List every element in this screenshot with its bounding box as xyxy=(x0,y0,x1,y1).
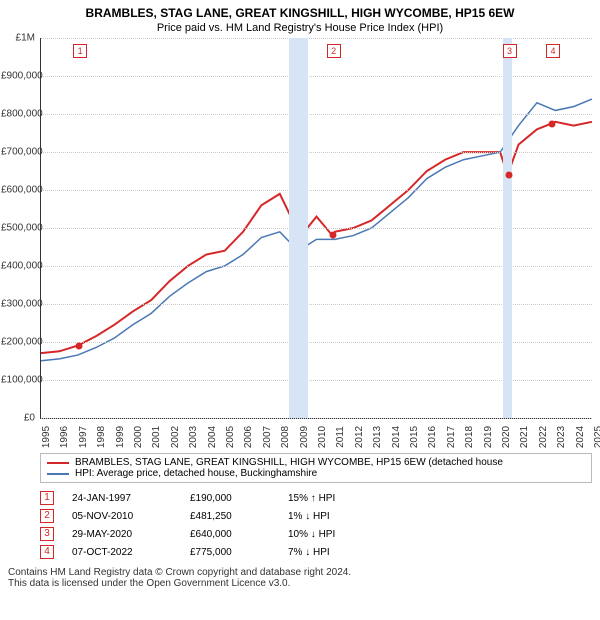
transaction-delta: 15% ↑ HPI xyxy=(288,493,408,504)
x-tick-label: 2008 xyxy=(280,426,291,448)
footer-line: Contains HM Land Registry data © Crown c… xyxy=(8,567,592,578)
x-tick-label: 2023 xyxy=(556,426,567,448)
x-tick-label: 2025 xyxy=(593,426,600,448)
legend-swatch xyxy=(47,473,69,475)
transaction-number: 2 xyxy=(40,509,54,523)
x-tick-label: 2001 xyxy=(151,426,162,448)
transaction-price: £481,250 xyxy=(190,511,270,522)
x-tick-label: 2017 xyxy=(446,426,457,448)
transaction-number: 1 xyxy=(40,491,54,505)
x-tick-label: 1997 xyxy=(78,426,89,448)
legend-item: BRAMBLES, STAG LANE, GREAT KINGSHILL, HI… xyxy=(47,457,585,468)
footer-attribution: Contains HM Land Registry data © Crown c… xyxy=(8,567,592,589)
y-tick-label: £700,000 xyxy=(1,147,35,158)
chart-title-1: BRAMBLES, STAG LANE, GREAT KINGSHILL, HI… xyxy=(8,6,592,20)
x-tick-label: 2019 xyxy=(483,426,494,448)
transaction-date: 29-MAY-2020 xyxy=(72,529,172,540)
table-row: 2 05-NOV-2010 £481,250 1% ↓ HPI xyxy=(40,507,592,525)
transactions-table: 1 24-JAN-1997 £190,000 15% ↑ HPI 2 05-NOV-201… xyxy=(40,489,592,561)
x-tick-label: 2006 xyxy=(243,426,254,448)
y-tick-label: £500,000 xyxy=(1,223,35,234)
x-tick-label: 2016 xyxy=(427,426,438,448)
x-tick-label: 2022 xyxy=(538,426,549,448)
legend-label: HPI: Average price, detached house, Buck… xyxy=(75,468,317,479)
y-tick-label: £300,000 xyxy=(1,299,35,310)
recession-band xyxy=(503,38,512,418)
x-tick-label: 2013 xyxy=(372,426,383,448)
x-tick-label: 2000 xyxy=(133,426,144,448)
x-tick-label: 2024 xyxy=(575,426,586,448)
transaction-number: 3 xyxy=(40,527,54,541)
chart-titles: BRAMBLES, STAG LANE, GREAT KINGSHILL, HI… xyxy=(0,0,600,36)
transaction-date: 07-OCT-2022 xyxy=(72,547,172,558)
transaction-delta: 7% ↓ HPI xyxy=(288,547,408,558)
y-tick-label: £100,000 xyxy=(1,375,35,386)
table-row: 3 29-MAY-2020 £640,000 10% ↓ HPI xyxy=(40,525,592,543)
transaction-marker: 3 xyxy=(503,44,517,58)
transaction-price: £640,000 xyxy=(190,529,270,540)
footer-line: This data is licensed under the Open Gov… xyxy=(8,578,592,589)
y-tick-label: £600,000 xyxy=(1,185,35,196)
y-tick-label: £1M xyxy=(1,33,35,44)
y-tick-label: £900,000 xyxy=(1,71,35,82)
x-tick-label: 1996 xyxy=(59,426,70,448)
transaction-marker: 2 xyxy=(327,44,341,58)
table-row: 1 24-JAN-1997 £190,000 15% ↑ HPI xyxy=(40,489,592,507)
chart-title-2: Price paid vs. HM Land Registry's House … xyxy=(8,22,592,34)
x-tick-label: 2004 xyxy=(207,426,218,448)
transaction-date: 24-JAN-1997 xyxy=(72,493,172,504)
transaction-price: £190,000 xyxy=(190,493,270,504)
transaction-marker: 1 xyxy=(73,44,87,58)
transaction-dot xyxy=(548,120,555,127)
x-tick-label: 1998 xyxy=(96,426,107,448)
x-tick-label: 2011 xyxy=(335,426,346,448)
y-tick-label: £800,000 xyxy=(1,109,35,120)
transaction-delta: 1% ↓ HPI xyxy=(288,511,408,522)
y-tick-label: £400,000 xyxy=(1,261,35,272)
legend-swatch xyxy=(47,462,69,464)
transaction-dot xyxy=(329,232,336,239)
legend-item: HPI: Average price, detached house, Buck… xyxy=(47,468,585,479)
x-tick-label: 2014 xyxy=(391,426,402,448)
x-tick-label: 2009 xyxy=(299,426,310,448)
x-tick-label: 2015 xyxy=(409,426,420,448)
x-tick-label: 2007 xyxy=(262,426,273,448)
x-tick-label: 2012 xyxy=(354,426,365,448)
y-tick-label: £200,000 xyxy=(1,337,35,348)
y-tick-label: £0 xyxy=(1,413,35,424)
legend-label: BRAMBLES, STAG LANE, GREAT KINGSHILL, HI… xyxy=(75,457,503,468)
x-tick-label: 2020 xyxy=(501,426,512,448)
table-row: 4 07-OCT-2022 £775,000 7% ↓ HPI xyxy=(40,543,592,561)
x-tick-label: 1999 xyxy=(115,426,126,448)
transaction-marker: 4 xyxy=(546,44,560,58)
x-tick-label: 2021 xyxy=(519,426,530,448)
price-chart: £0£100,000£200,000£300,000£400,000£500,0… xyxy=(40,38,592,419)
transaction-dot xyxy=(505,171,512,178)
x-tick-label: 2003 xyxy=(188,426,199,448)
transaction-number: 4 xyxy=(40,545,54,559)
transaction-date: 05-NOV-2010 xyxy=(72,511,172,522)
transaction-delta: 10% ↓ HPI xyxy=(288,529,408,540)
transaction-price: £775,000 xyxy=(190,547,270,558)
recession-band xyxy=(289,38,307,418)
x-tick-label: 1995 xyxy=(41,426,52,448)
x-tick-label: 2005 xyxy=(225,426,236,448)
x-tick-label: 2002 xyxy=(170,426,181,448)
gridline xyxy=(41,418,592,419)
x-tick-label: 2018 xyxy=(464,426,475,448)
x-tick-label: 2010 xyxy=(317,426,328,448)
transaction-dot xyxy=(76,342,83,349)
legend: BRAMBLES, STAG LANE, GREAT KINGSHILL, HI… xyxy=(40,453,592,483)
